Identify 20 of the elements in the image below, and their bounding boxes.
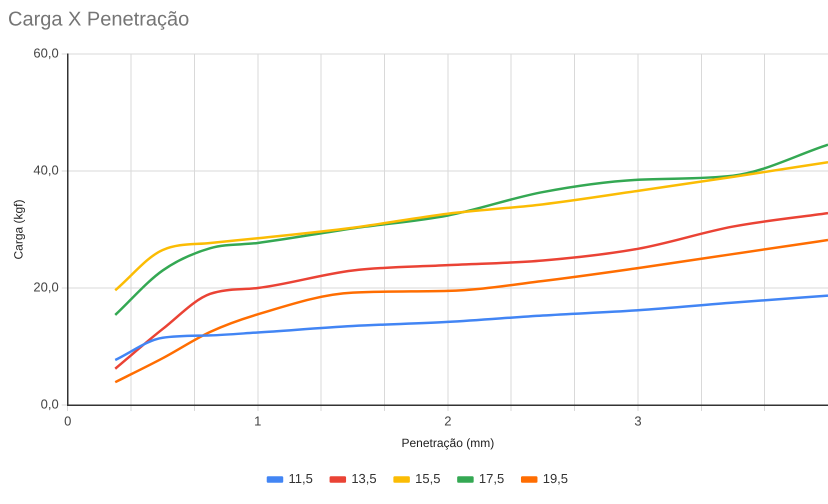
y-axis-title: Carga (kgf): [12, 199, 26, 260]
chart-title: Carga X Penetração: [8, 8, 190, 31]
legend-label: 19,5: [542, 471, 568, 486]
line-series: [114, 160, 828, 292]
x-tick-label: 0: [64, 413, 72, 428]
y-tick-label: 60,0: [33, 46, 59, 61]
line-series: [114, 294, 828, 362]
line-series: [114, 212, 828, 370]
x-tick-label: 1: [254, 413, 262, 428]
y-tick-label: 40,0: [33, 162, 59, 178]
x-tick-label: 3: [634, 413, 642, 428]
y-tick-label: 20,0: [33, 280, 59, 295]
x-axis-title: Penetração (mm): [402, 436, 494, 450]
y-tick-label: 0,0: [40, 396, 59, 412]
x-tick-label: 2: [444, 413, 452, 428]
legend-label: 15,5: [415, 471, 440, 486]
legend-label: 11,5: [288, 471, 313, 486]
legend-label: 17,5: [478, 471, 504, 486]
legend-label: 13,5: [351, 471, 377, 486]
line-series: [114, 238, 828, 384]
